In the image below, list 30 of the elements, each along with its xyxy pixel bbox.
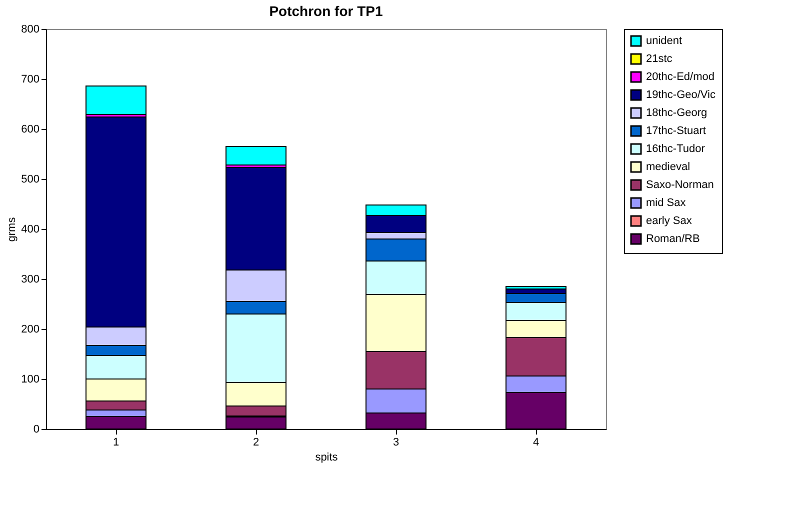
x-axis-title: spits <box>315 452 338 464</box>
legend-label: 21stc <box>646 53 673 65</box>
legend-label: Saxo-Norman <box>646 179 714 191</box>
y-tick-label: 0 <box>33 424 40 436</box>
legend-label: early Sax <box>646 215 692 227</box>
x-tick-label: 2 <box>252 436 260 448</box>
legend-label: unident <box>646 35 682 47</box>
legend-label: 16thc-Tudor <box>646 143 706 155</box>
chart-title: Potchron for TP1 <box>269 3 383 19</box>
legend-label: 19thc-Geo/Vic <box>646 89 716 101</box>
y-tick-label: 300 <box>21 274 40 286</box>
y-tick-label: 800 <box>21 24 40 36</box>
bar <box>86 86 146 115</box>
y-tick-label: 500 <box>21 174 40 186</box>
legend-label: 17thc-Stuart <box>646 125 706 137</box>
x-tick-label: 3 <box>392 436 400 448</box>
y-tick-label: 600 <box>21 124 40 136</box>
y-tick-label: 200 <box>21 324 40 336</box>
y-tick-label: 400 <box>21 224 40 236</box>
y-tick-label: 100 <box>21 374 40 386</box>
bar <box>226 146 286 166</box>
legend-label: 18thc-Georg <box>646 107 708 119</box>
legend-label: Roman/RB <box>646 233 700 245</box>
x-tick-label: 4 <box>532 436 540 448</box>
legend-label: medieval <box>646 161 690 173</box>
legend-label: mid Sax <box>646 197 686 209</box>
legend-label: 20thc-Ed/mod <box>646 71 714 83</box>
y-axis-title: grms <box>6 216 18 242</box>
x-tick-label: 1 <box>112 436 120 448</box>
y-tick-label: 700 <box>21 74 40 86</box>
